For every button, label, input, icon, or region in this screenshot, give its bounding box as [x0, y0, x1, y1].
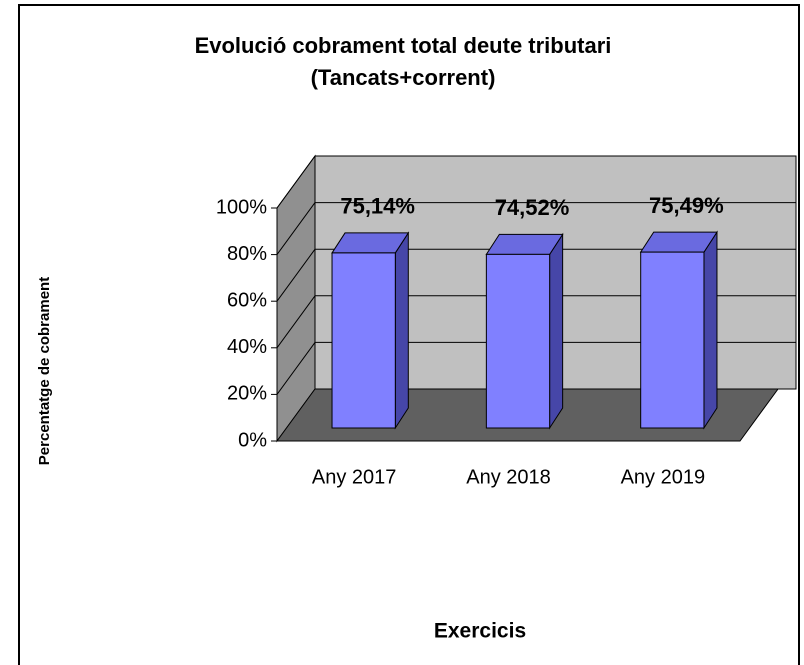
bar — [640, 251, 705, 429]
x-tick-label: Any 2017 — [312, 466, 397, 488]
y-axis-label: Percentatge de cobrament — [36, 277, 53, 465]
data-label: 75,14% — [340, 194, 415, 219]
bar — [331, 252, 396, 429]
grid-line — [276, 342, 316, 395]
bar-side — [549, 232, 564, 430]
chart-title: Evolució cobrament total deute tributari — [195, 33, 612, 58]
x-tick-label: Any 2018 — [466, 466, 551, 488]
grid-line — [276, 155, 316, 209]
bar-side — [703, 230, 718, 430]
bar-top — [639, 231, 718, 253]
x-tick-label: Any 2019 — [621, 466, 706, 488]
y-tick-label: 20% — [227, 383, 267, 405]
grid-line — [276, 295, 316, 349]
y-tick-label: 60% — [227, 289, 267, 311]
y-tick-label: 0% — [238, 429, 267, 451]
bar-side — [394, 231, 409, 430]
y-tick-label: 80% — [227, 243, 267, 265]
data-label: 75,49% — [649, 193, 724, 218]
x-axis-label: Exercicis — [434, 620, 526, 643]
bar-top — [331, 232, 410, 254]
y-tick-label: 40% — [227, 336, 267, 358]
bar — [485, 253, 551, 429]
y-tick-label: 100% — [216, 196, 267, 218]
chart-border — [18, 4, 800, 665]
chart-subtitle: (Tancats+corrent) — [311, 65, 496, 90]
bar-top — [485, 233, 564, 255]
grid-line — [276, 248, 316, 302]
grid-line — [276, 202, 316, 255]
data-label: 74,52% — [495, 195, 570, 220]
